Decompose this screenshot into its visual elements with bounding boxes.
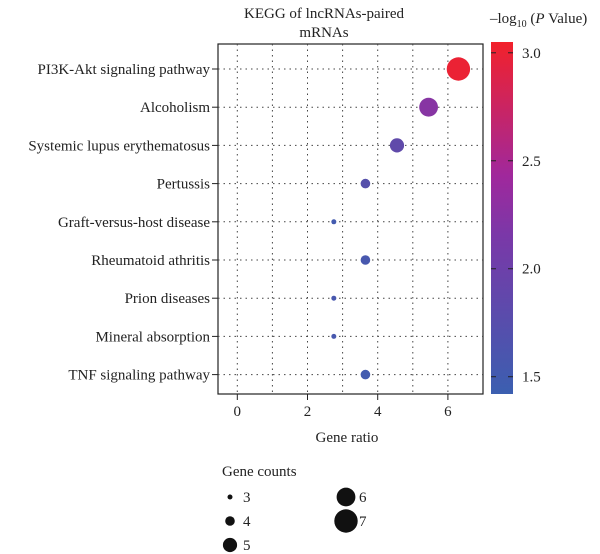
size-legend-label: 7: [359, 514, 367, 530]
x-tick-label: 0: [234, 404, 242, 420]
size-legend-label: 3: [243, 490, 251, 506]
data-point: [331, 219, 337, 225]
y-category-label: PI3K-Akt signaling pathway: [38, 62, 211, 78]
size-legend-marker: [334, 509, 358, 533]
x-tick-label: 4: [374, 404, 382, 420]
y-category-label: Alcoholism: [140, 100, 210, 116]
data-point: [360, 369, 371, 380]
colorbar-tick-label: 2.0: [522, 262, 541, 278]
size-legend-label: 6: [359, 490, 367, 506]
y-category-label: Systemic lupus erythematosus: [28, 138, 210, 154]
data-point: [360, 178, 371, 189]
size-legend-title: Gene counts: [222, 464, 297, 480]
colorbar: –log10 (P Value) 1.5 2.0 2.5 3.0: [489, 11, 587, 394]
data-point: [446, 57, 471, 81]
data-point: [360, 255, 371, 265]
size-legend-entries: 3 4 5 6 7: [222, 487, 367, 554]
colorbar-tick-label: 3.0: [522, 46, 541, 62]
y-category-label: TNF signaling pathway: [68, 368, 210, 384]
colorbar-tick-label: 2.5: [522, 154, 541, 170]
x-tick-label: 6: [444, 404, 452, 420]
colorbar-gradient: [491, 42, 513, 394]
plot-area: [217, 43, 484, 395]
y-axis-labels: PI3K-Akt signaling pathway Alcoholism Syst…: [28, 62, 218, 384]
size-legend-marker: [227, 494, 233, 500]
grid: [218, 44, 483, 394]
x-tick-label: 2: [304, 404, 312, 420]
size-legend: Gene counts 3 4 5 6 7: [222, 464, 367, 554]
data-point: [331, 295, 337, 301]
y-category-label: Pertussis: [157, 177, 211, 193]
x-axis: 0 2 4 6: [234, 394, 452, 420]
data-point: [331, 333, 337, 339]
chart-title-line-2: mRNAs: [299, 25, 348, 41]
y-category-label: Prion diseases: [125, 291, 211, 307]
y-category-label: Rheumatoid athritis: [91, 253, 210, 269]
chart-title-line-1: KEGG of lncRNAs-paired: [244, 6, 404, 22]
colorbar-ticks: 1.5 2.0 2.5 3.0: [491, 46, 541, 386]
x-axis-label: Gene ratio: [316, 430, 379, 446]
colorbar-label: –log10 (P Value): [489, 11, 587, 30]
y-category-label: Mineral absorption: [95, 329, 210, 345]
size-legend-marker: [222, 537, 238, 553]
size-legend-label: 5: [243, 538, 251, 554]
size-legend-marker: [336, 487, 356, 507]
data-points: [331, 57, 471, 380]
data-point: [389, 138, 405, 153]
data-point: [419, 97, 438, 117]
size-legend-label: 4: [243, 514, 251, 530]
colorbar-tick-label: 1.5: [522, 370, 541, 386]
size-legend-marker: [225, 516, 235, 526]
y-category-label: Graft-versus-host disease: [58, 215, 210, 231]
